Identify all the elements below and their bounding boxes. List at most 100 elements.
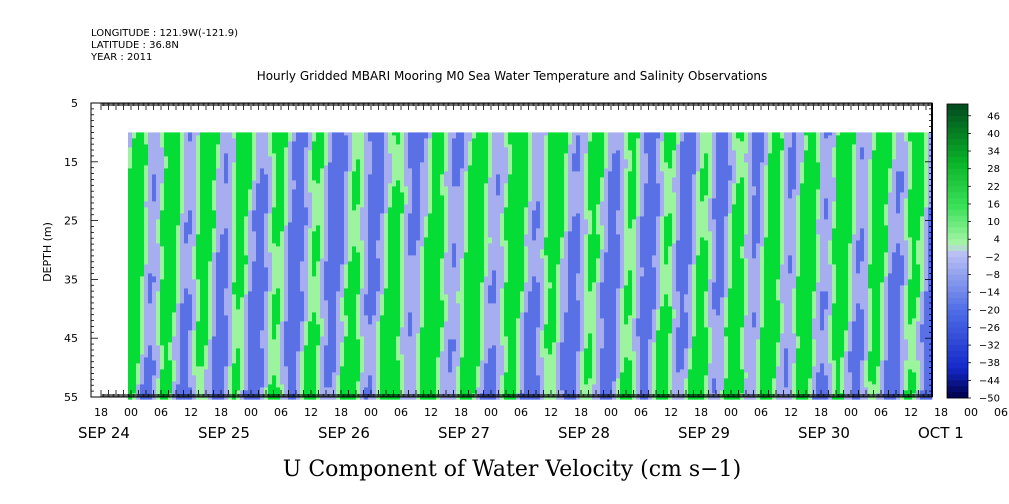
heatmap-cell [192, 189, 197, 193]
heatmap-cell [176, 162, 181, 166]
heatmap-cell [332, 303, 337, 307]
heatmap-cell [276, 261, 281, 265]
heatmap-cell [216, 252, 221, 256]
heatmap-cell [244, 270, 249, 274]
heatmap-cell [272, 336, 277, 340]
heatmap-cell [324, 387, 329, 391]
heatmap-cell [260, 177, 265, 181]
heatmap-cell [284, 264, 289, 268]
heatmap-cell [164, 297, 169, 301]
heatmap-cell [208, 255, 213, 259]
heatmap-cell [332, 141, 337, 145]
heatmap-cell [156, 336, 161, 340]
heatmap-cell [256, 132, 261, 136]
heatmap-cell [256, 318, 261, 322]
heatmap-cell [260, 153, 265, 157]
heatmap-cell [204, 348, 209, 352]
heatmap-cell [332, 327, 337, 331]
heatmap-cell [160, 369, 165, 373]
heatmap-cell [276, 198, 281, 202]
heatmap-cell [260, 342, 265, 346]
heatmap-cell [204, 291, 209, 295]
heatmap-cell [304, 138, 309, 142]
heatmap-cell [272, 147, 277, 151]
heatmap-cell [228, 282, 233, 286]
heatmap-cell [340, 264, 345, 268]
heatmap-cell [220, 330, 225, 334]
heatmap-cell [260, 288, 265, 292]
heatmap-cell [260, 243, 265, 247]
heatmap-cell [268, 189, 273, 193]
heatmap-cell [232, 276, 237, 280]
heatmap-cell [260, 180, 265, 184]
heatmap-cell [196, 231, 201, 235]
heatmap-cell [216, 189, 221, 193]
heatmap-cell [232, 168, 237, 172]
heatmap-cell [168, 213, 173, 217]
heatmap-cell [216, 186, 221, 190]
heatmap-cell [148, 273, 153, 277]
heatmap-cell [164, 192, 169, 196]
heatmap-cell [336, 276, 341, 280]
heatmap-cell [260, 366, 265, 370]
heatmap-cell [152, 273, 157, 277]
heatmap-cell [176, 270, 181, 274]
heatmap-cell [188, 216, 193, 220]
heatmap-cell [272, 321, 277, 325]
heatmap-cell [216, 303, 221, 307]
heatmap-cell [184, 303, 189, 307]
heatmap-cell [264, 234, 269, 238]
heatmap-cell [268, 234, 273, 238]
heatmap-cell [296, 288, 301, 292]
heatmap-cell [144, 345, 149, 349]
heatmap-cell [276, 246, 281, 250]
heatmap-cell [192, 225, 197, 229]
heatmap-cell [340, 270, 345, 274]
heatmap-cell [196, 381, 201, 385]
heatmap-cell [348, 354, 353, 358]
heatmap-cell [132, 162, 137, 166]
heatmap-cell [204, 345, 209, 349]
heatmap-cell [324, 252, 329, 256]
heatmap-cell [224, 321, 229, 325]
heatmap-cell [180, 252, 185, 256]
heatmap-cell [300, 243, 305, 247]
heatmap-cell [136, 156, 141, 160]
heatmap-cell [140, 138, 145, 142]
heatmap-cell [208, 363, 213, 367]
heatmap-cell [128, 138, 133, 142]
heatmap-cell [232, 387, 237, 391]
heatmap-cell [156, 309, 161, 313]
heatmap-cell [216, 156, 221, 160]
heatmap-cell [212, 165, 217, 169]
heatmap-cell [292, 258, 297, 262]
heatmap-cell [296, 270, 301, 274]
heatmap-cell [300, 330, 305, 334]
heatmap-cell [128, 303, 133, 307]
heatmap-cell [332, 159, 337, 163]
heatmap-cell [208, 261, 213, 265]
heatmap-cell [280, 348, 285, 352]
heatmap-cell [252, 300, 257, 304]
heatmap-cell [304, 336, 309, 340]
heatmap-cell [220, 204, 225, 208]
heatmap-cell [224, 159, 229, 163]
heatmap-cell [248, 228, 253, 232]
heatmap-cell [344, 141, 349, 145]
heatmap-cell [320, 135, 325, 139]
heatmap-cell [200, 168, 205, 172]
heatmap-cell [260, 336, 265, 340]
heatmap-cell [216, 264, 221, 268]
heatmap-cell [248, 390, 253, 394]
heatmap-cell [144, 300, 149, 304]
heatmap-cell [128, 351, 133, 355]
heatmap-cell [208, 246, 213, 250]
heatmap-cell [340, 321, 345, 325]
heatmap-cell [292, 324, 297, 328]
heatmap-cell [316, 345, 321, 349]
heatmap-cell [324, 189, 329, 193]
heatmap-cell [288, 384, 293, 388]
heatmap-cell [160, 384, 165, 388]
heatmap-cell [256, 180, 261, 184]
heatmap-cell [156, 171, 161, 175]
